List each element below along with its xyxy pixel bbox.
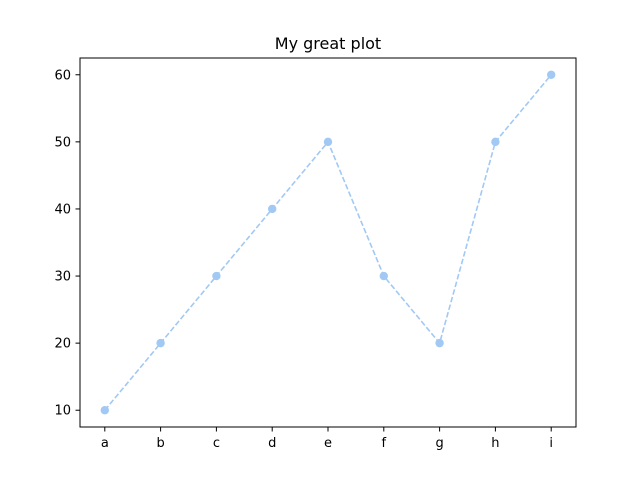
x-tick-label-f: f [382, 436, 387, 451]
y-tick-label-20: 20 [54, 337, 71, 352]
data-point-f [379, 271, 388, 281]
data-point-i [547, 70, 556, 79]
chart-title: My great plot [275, 34, 381, 53]
y-tick-label-40: 40 [54, 202, 71, 217]
data-point-e [323, 137, 333, 147]
data-point-c [212, 271, 221, 281]
x-tick-label-h: h [491, 436, 499, 451]
y-tick-label-60: 60 [54, 68, 71, 83]
x-tick-label-c: c [213, 436, 220, 451]
x-tick-label-i: i [549, 436, 553, 451]
x-tick-label-e: e [324, 436, 332, 451]
y-tick-label-50: 50 [54, 135, 71, 150]
x-tick-label-b: b [156, 436, 164, 451]
data-point-g [435, 338, 444, 348]
y-tick-label-10: 10 [54, 404, 71, 419]
data-point-b [156, 338, 165, 348]
data-point-a [100, 406, 110, 415]
x-tick-label-a: a [101, 436, 109, 451]
plot-area: a b c d e f g h i 10 20 30 40 50 60 [54, 57, 577, 451]
x-tick-label-g: g [435, 436, 443, 451]
data-point-h [491, 137, 500, 147]
data-point-d [268, 204, 277, 214]
x-tick-label-d: d [268, 436, 276, 451]
y-tick-label-30: 30 [54, 270, 71, 285]
